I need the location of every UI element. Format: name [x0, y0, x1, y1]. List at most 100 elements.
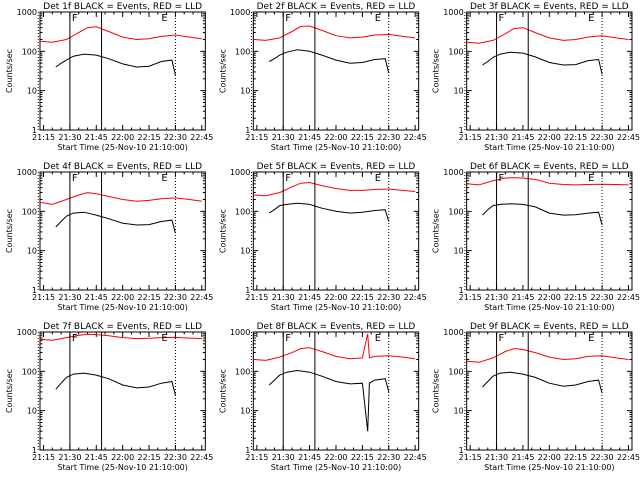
marker-label-f: F	[499, 173, 505, 184]
chart-panel-2: Det 2f BLACK = Events, RED = LLD 1 10 100 10…	[218, 2, 426, 152]
red-series-line	[253, 333, 416, 361]
panel-title: Det 5f BLACK = Events, RED = LLD	[257, 162, 416, 172]
x-tick-label: 21:30	[58, 453, 81, 462]
x-tick-label: 21:30	[485, 293, 508, 302]
y-axis-label: Counts/sec	[5, 209, 14, 253]
red-series-line	[466, 347, 629, 363]
x-tick-label: 22:15	[564, 293, 587, 302]
x-axis-label: Start Time (25-Nov-10 21:10:00)	[484, 463, 614, 472]
x-tick-label: 21:15	[459, 133, 482, 142]
x-tick-label: 22:30	[377, 293, 400, 302]
x-tick-label: 22:00	[324, 453, 347, 462]
chart-panel-5: Det 5f BLACK = Events, RED = LLD 1 10 100 10…	[218, 162, 426, 312]
x-tick-label: 22:15	[351, 293, 374, 302]
marker-label-f: F	[72, 13, 78, 24]
x-tick-label: 22:45	[190, 293, 213, 302]
marker-label-e: E	[161, 13, 167, 24]
y-tick-label: 1000	[17, 328, 37, 337]
black-series-line	[55, 372, 176, 396]
x-tick-label: 21:30	[272, 453, 295, 462]
panel-title: Det 1f BLACK = Events, RED = LLD	[43, 2, 202, 12]
x-tick-label: 22:30	[591, 133, 614, 142]
x-tick-label: 21:15	[32, 453, 55, 462]
x-axis-label: Start Time (25-Nov-10 21:10:00)	[271, 143, 401, 152]
y-tick-label: 1000	[230, 8, 250, 17]
x-tick-label: 21:15	[459, 293, 482, 302]
marker-label-f: F	[285, 13, 291, 24]
marker-label-e: E	[375, 333, 381, 344]
y-tick-label: 1	[32, 126, 37, 135]
x-tick-label: 22:00	[538, 453, 561, 462]
x-tick-label: 22:00	[111, 293, 134, 302]
red-series-line	[40, 192, 202, 205]
x-tick-label: 21:15	[459, 453, 482, 462]
x-tick-label: 21:30	[485, 133, 508, 142]
y-tick-label: 1	[32, 446, 37, 455]
black-series-line	[268, 49, 390, 74]
chart-panel-1: Det 1f BLACK = Events, RED = LLD 1 10 100 10…	[5, 2, 213, 152]
chart-panel-6: Det 6f BLACK = Events, RED = LLD 1 10 100 10…	[432, 162, 640, 312]
y-tick-label: 100	[235, 367, 250, 376]
plot-frame	[466, 171, 633, 291]
plot-frame	[466, 331, 633, 451]
x-tick-label: 21:45	[298, 293, 321, 302]
x-tick-label: 22:45	[617, 453, 640, 462]
marker-label-f: F	[72, 173, 78, 184]
y-axis-label: Counts/sec	[218, 369, 227, 413]
y-tick-label: 1	[245, 286, 250, 295]
y-tick-label: 10	[453, 407, 463, 416]
marker-label-e: E	[375, 13, 381, 24]
x-tick-label: 21:45	[85, 133, 108, 142]
plot-frame	[39, 171, 206, 291]
y-tick-label: 1000	[443, 168, 463, 177]
plot-frame	[252, 11, 420, 131]
x-axis-label: Start Time (25-Nov-10 21:10:00)	[484, 303, 614, 312]
black-series-line	[268, 202, 390, 222]
marker-label-f: F	[499, 333, 505, 344]
y-tick-label: 1000	[17, 8, 37, 17]
y-tick-label: 100	[448, 47, 463, 56]
y-tick-label: 1000	[230, 168, 250, 177]
x-axis-label: Start Time (25-Nov-10 21:10:00)	[57, 143, 187, 152]
x-tick-label: 22:30	[377, 453, 400, 462]
x-tick-label: 22:00	[111, 133, 134, 142]
y-tick-label: 100	[22, 47, 37, 56]
x-axis-label: Start Time (25-Nov-10 21:10:00)	[57, 463, 187, 472]
x-tick-label: 22:30	[377, 133, 400, 142]
x-tick-label: 21:30	[485, 453, 508, 462]
panel-title: Det 3f BLACK = Events, RED = LLD	[470, 2, 629, 12]
panel-title: Det 7f BLACK = Events, RED = LLD	[43, 322, 202, 332]
x-axis-label: Start Time (25-Nov-10 21:10:00)	[271, 303, 401, 312]
x-tick-label: 22:15	[564, 453, 587, 462]
marker-label-e: E	[375, 173, 381, 184]
x-tick-label: 22:15	[564, 133, 587, 142]
x-tick-label: 22:00	[324, 293, 347, 302]
y-tick-label: 10	[240, 247, 250, 256]
marker-label-e: E	[161, 333, 167, 344]
y-tick-label: 10	[27, 87, 37, 96]
x-tick-label: 22:45	[404, 293, 427, 302]
y-tick-label: 10	[453, 87, 463, 96]
x-tick-label: 22:45	[617, 133, 640, 142]
y-axis-label: Counts/sec	[432, 209, 441, 253]
x-tick-label: 21:45	[511, 293, 534, 302]
y-axis-label: Counts/sec	[432, 49, 441, 93]
black-series-line	[482, 371, 603, 394]
plot-frame	[39, 11, 206, 131]
x-tick-label: 21:30	[272, 293, 295, 302]
x-tick-label: 22:00	[538, 133, 561, 142]
marker-label-e: E	[588, 333, 594, 344]
y-tick-label: 100	[22, 367, 37, 376]
panel-title: Det 2f BLACK = Events, RED = LLD	[257, 2, 416, 12]
x-tick-label: 22:45	[617, 293, 640, 302]
x-tick-label: 21:45	[85, 293, 108, 302]
x-axis-label: Start Time (25-Nov-10 21:10:00)	[484, 143, 614, 152]
black-series-line	[55, 211, 176, 234]
plot-frame	[466, 11, 633, 131]
panel-title: Det 9f BLACK = Events, RED = LLD	[470, 322, 629, 332]
x-tick-label: 21:45	[85, 453, 108, 462]
plot-frame	[252, 331, 420, 451]
y-tick-label: 10	[27, 247, 37, 256]
y-tick-label: 1	[245, 446, 250, 455]
